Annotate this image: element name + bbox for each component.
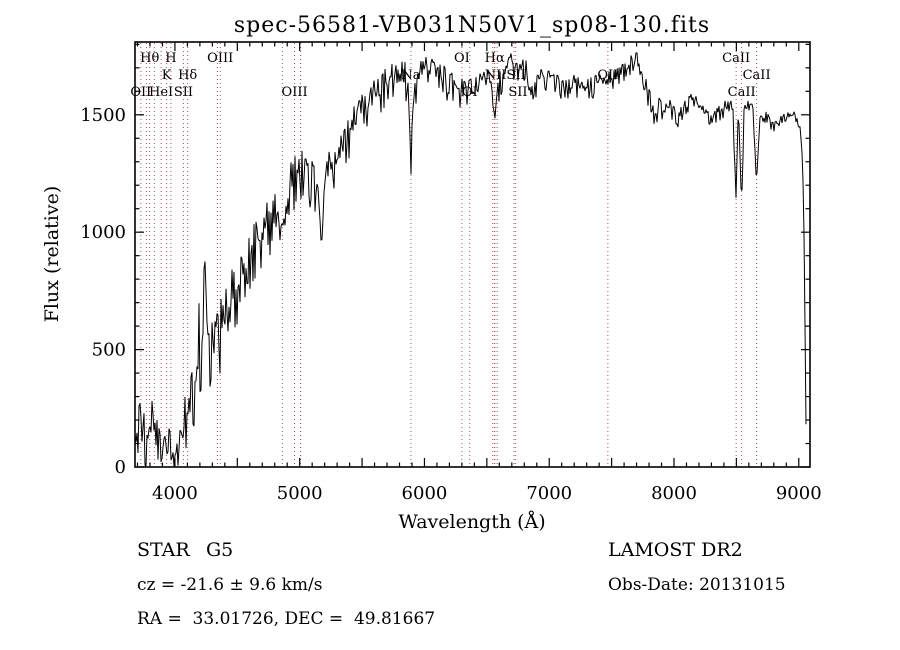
x-tick-label: 8000 — [651, 483, 697, 504]
x-tick-label: 4000 — [152, 483, 198, 504]
plot-title: spec-56581-VB031N50V1_sp08-130.fits — [234, 13, 710, 38]
axis-ticks — [135, 42, 810, 468]
y-axis-label: Flux (relative) — [41, 186, 63, 323]
plot-border — [134, 41, 811, 468]
subclass-text: G5 — [206, 539, 233, 561]
spectral-line-markers — [140, 43, 758, 466]
spectral-line-label: Hδ — [178, 68, 197, 83]
y-tick-label: 1000 — [80, 222, 126, 243]
spectral-line-label: H — [165, 51, 176, 66]
spectral-line-label: OIII — [207, 51, 233, 66]
spectral-line-label: SII — [508, 85, 527, 100]
spectral-line-label: CaII — [722, 51, 750, 66]
y-tick-label: 500 — [92, 340, 126, 361]
x-axis-label: Wavelength (Å) — [398, 511, 545, 533]
x-tick-label: 5000 — [277, 483, 323, 504]
x-tick-label: 9000 — [776, 483, 822, 504]
obs-date-text: Obs-Date: 20131015 — [608, 575, 786, 595]
spectral-line-labels: OIIHθHeIKHSIIHδOIIIOIIINaOIOIHαNIISIISII… — [130, 51, 770, 100]
spectral-line-label: NIISII — [485, 68, 526, 83]
spectral-line-label: OIII — [282, 85, 308, 100]
spectrum-trace — [134, 52, 807, 467]
axis-tick-labels: 4000 5000 6000 7000 8000 9000 0 500 1000 1500 — [80, 105, 821, 504]
x-tick-label: 6000 — [402, 483, 448, 504]
cz-text: cz = -21.6 ± 9.6 km/s — [137, 575, 323, 595]
y-tick-label: 0 — [115, 457, 126, 478]
spectral-line-label: K — [162, 68, 172, 83]
spectral-line-label: HeI — [149, 85, 173, 100]
radec-text: RA = 33.01726, DEC = 49.81667 — [137, 609, 435, 629]
spectrum-trace-group — [134, 52, 807, 467]
spectral-line-label: Hα — [485, 51, 505, 66]
spectral-line-label: OI — [454, 51, 470, 66]
spectral-line-label: CaII — [728, 85, 756, 100]
spectral-line-label: Na — [401, 68, 420, 83]
plot-frame — [134, 41, 811, 468]
object-type-text: STAR — [137, 539, 190, 561]
spectral-line-label: CaII — [743, 68, 771, 83]
x-tick-label: 7000 — [526, 483, 572, 504]
y-tick-label: 1500 — [80, 105, 126, 126]
footer-block: STAR G5 cz = -21.6 ± 9.6 km/s RA = 33.01… — [137, 539, 786, 629]
spectral-line-label: Hθ — [140, 51, 159, 66]
survey-text: LAMOST DR2 — [608, 539, 743, 561]
spectral-line-label: SII — [174, 85, 193, 100]
